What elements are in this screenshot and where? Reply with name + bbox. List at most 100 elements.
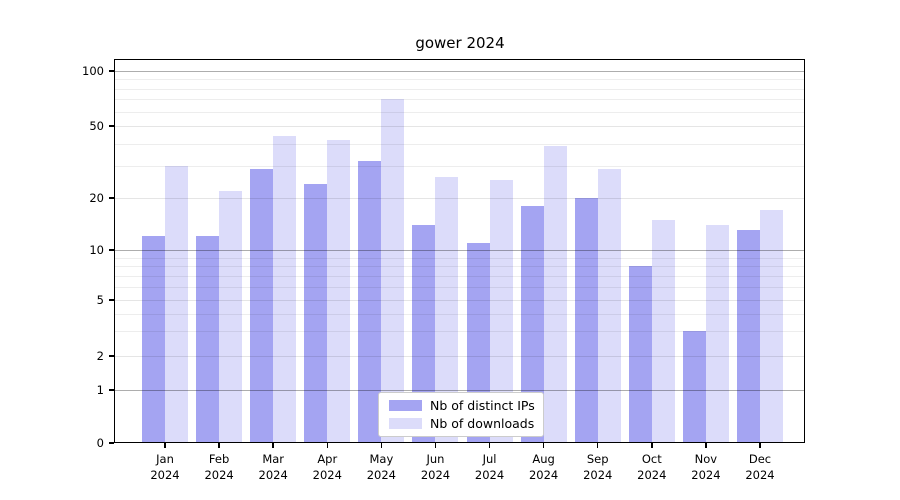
y-gridline-minor [115,111,805,113]
x-tick-mark-1 [218,443,220,448]
legend-swatch-distinct-ips [389,400,422,411]
x-tick-label: Jul 2024 [460,451,520,483]
legend-item-distinct-ips: Nb of distinct IPs [379,398,543,413]
y-gridline-minor [115,257,805,259]
bar-nb-of-distinct-ips-sep-2024 [574,198,598,443]
bar-nb-of-downloads-jan-2024 [165,166,188,443]
x-tick-label-year: 2024 [420,468,451,482]
x-tick-label-year: 2024 [366,468,396,482]
x-tick-label-year: 2024 [691,468,721,482]
x-tick-label-year: 2024 [528,468,559,482]
x-tick-mark-0 [164,443,166,448]
y-tick-label: 10 [89,243,104,257]
y-tick-mark-5 [109,299,114,301]
x-tick-label: Apr 2024 [297,451,357,483]
x-tick-label: May 2024 [351,451,411,483]
x-tick-mark-4 [380,443,383,448]
x-tick-mark-8 [596,443,599,448]
y-gridline-minor [115,313,805,315]
legend-label-downloads: Nb of downloads [430,416,535,431]
bar-nb-of-distinct-ips-aug-2024 [520,205,544,443]
y-gridline-100 [115,71,805,72]
y-gridline-5 [115,300,805,301]
legend-swatch-downloads [389,418,422,429]
x-tick-label-year: 2024 [150,468,180,482]
x-tick-label: Oct 2024 [622,451,682,483]
bar-nb-of-distinct-ips-dec-2024 [737,230,760,443]
chart-title: gower 2024 [415,34,505,52]
y-tick-mark-0 [109,442,114,444]
bar-nb-of-distinct-ips-feb-2024 [196,236,220,443]
y-gridline-1 [115,390,805,391]
y-tick-mark-10 [109,249,114,251]
y-gridline-2 [115,356,805,357]
bar-nb-of-downloads-aug-2024 [543,145,567,443]
y-tick-mark-100 [109,70,114,72]
bar-nb-of-downloads-apr-2024 [327,139,351,443]
x-tick-mark-2 [272,443,274,448]
bar-nb-of-distinct-ips-nov-2024 [682,331,706,443]
x-tick-label-year: 2024 [204,468,234,482]
bar-nb-of-downloads-feb-2024 [219,190,243,443]
bar-nb-of-distinct-ips-apr-2024 [304,183,328,443]
bar-nb-of-downloads-mar-2024 [273,136,297,443]
bar-nb-of-distinct-ips-mar-2024 [250,168,274,443]
x-tick-mark-11 [759,443,761,448]
bar-nb-of-distinct-ips-jan-2024 [142,236,165,443]
y-tick-label: 50 [89,119,104,133]
y-gridline-minor [115,266,805,268]
bar-nb-of-downloads-oct-2024 [651,219,675,443]
y-tick-label: 20 [89,191,104,205]
x-tick-mark-9 [651,443,653,448]
legend-item-downloads: Nb of downloads [379,416,543,431]
x-tick-label-year: 2024 [312,468,342,482]
x-tick-label-year: 2024 [637,468,667,482]
y-tick-label: 5 [96,293,104,307]
y-gridline-minor [115,275,805,277]
plot-area [115,60,805,443]
x-tick-label: Mar 2024 [243,451,303,483]
y-gridline-minor [115,79,805,81]
y-gridline-minor [115,88,805,90]
x-tick-mark-3 [326,443,329,448]
x-tick-label: Feb 2024 [189,451,249,483]
y-tick-mark-1 [109,389,114,391]
y-tick-mark-2 [109,355,114,357]
y-gridline-minor [115,286,805,288]
y-gridline-20 [115,198,805,199]
legend: Nb of distinct IPs Nb of downloads [378,392,544,437]
x-tick-label-year: 2024 [583,468,613,482]
x-tick-label: Aug 2024 [514,451,574,483]
bar-nb-of-distinct-ips-jun-2024 [412,224,436,443]
y-tick-label: 0 [96,436,104,450]
x-tick-mark-5 [434,443,437,448]
y-tick-mark-50 [109,125,114,127]
legend-label-distinct-ips: Nb of distinct IPs [430,398,535,413]
y-tick-label: 2 [96,349,104,363]
x-tick-label: Dec 2024 [730,451,790,483]
x-tick-mark-6 [488,443,491,448]
x-tick-mark-10 [705,443,707,448]
y-gridline-50 [115,126,805,127]
y-gridline-minor [115,99,805,101]
bar-nb-of-distinct-ips-oct-2024 [628,266,652,443]
bar-nb-of-downloads-nov-2024 [705,224,729,443]
bar-nb-of-distinct-ips-may-2024 [358,161,382,443]
bar-nb-of-downloads-may-2024 [381,99,405,443]
y-tick-label: 100 [82,64,104,78]
y-gridline-minor [115,166,805,168]
bar-nb-of-downloads-jun-2024 [435,177,459,443]
x-tick-label: Nov 2024 [676,451,736,483]
x-tick-label-year: 2024 [474,468,505,482]
y-gridline-minor [115,143,805,145]
x-tick-mark-7 [542,443,545,448]
y-tick-mark-20 [109,197,114,199]
x-tick-label-year: 2024 [258,468,288,482]
y-gridline-minor [115,331,805,333]
bar-nb-of-downloads-jul-2024 [489,180,513,443]
x-tick-label: Sep 2024 [568,451,628,483]
bar-nb-of-downloads-sep-2024 [597,168,621,443]
y-gridline-10 [115,250,805,251]
x-tick-label: Jan 2024 [135,451,195,483]
